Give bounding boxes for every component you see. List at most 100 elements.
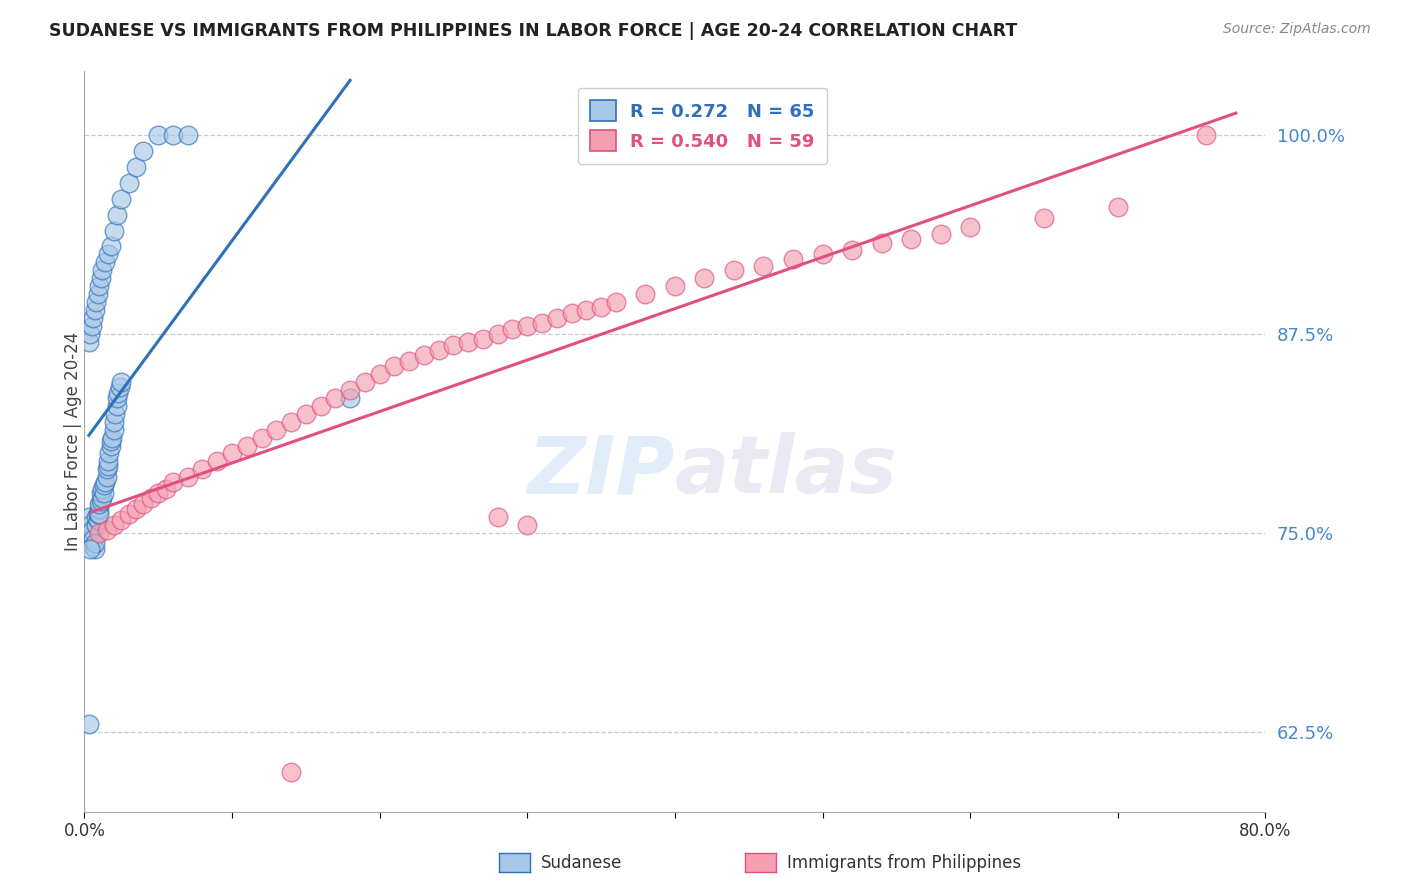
Point (93, 478, 115, 492)
Point (84, 510, 107, 524)
Point (1195, 128, 1218, 142)
Point (91, 491, 114, 505)
Point (664, 279, 686, 293)
Point (560, 306, 583, 320)
Point (132, 144, 155, 158)
Point (486, 510, 509, 524)
Point (87, 279, 111, 293)
Point (250, 431, 273, 445)
Point (605, 295, 627, 310)
Point (84, 295, 107, 310)
Point (84, 518, 107, 533)
Point (841, 243, 863, 257)
Point (139, 491, 162, 505)
Y-axis label: In Labor Force | Age 20-24: In Labor Force | Age 20-24 (65, 332, 82, 551)
Point (1107, 200, 1129, 214)
Point (90, 494, 112, 508)
Point (723, 263, 745, 277)
Point (103, 423, 125, 437)
Point (87, 507, 111, 521)
Text: atlas: atlas (675, 432, 897, 510)
Point (90, 271, 112, 285)
Point (100, 438, 122, 452)
Point (96, 470, 118, 484)
Point (752, 259, 775, 273)
Point (575, 303, 598, 318)
Point (486, 327, 509, 342)
Point (87, 498, 111, 512)
Point (125, 502, 148, 516)
Point (118, 176, 141, 190)
Point (105, 399, 128, 413)
Point (91, 263, 114, 277)
Point (221, 446, 243, 460)
Point (591, 300, 613, 314)
Point (110, 513, 132, 527)
Point (105, 391, 128, 405)
Point (98, 446, 121, 460)
Point (264, 423, 288, 437)
Point (959, 220, 981, 235)
Point (96, 523, 118, 537)
Point (79, 541, 101, 556)
Point (80, 319, 103, 334)
Point (79, 526, 101, 541)
Point (82, 533, 104, 547)
Point (86, 287, 108, 301)
Point (205, 454, 228, 468)
Point (354, 375, 377, 389)
Point (86, 507, 108, 521)
Point (413, 348, 436, 362)
Point (280, 764, 302, 779)
Point (107, 386, 129, 401)
Point (93, 486, 115, 500)
Point (101, 431, 124, 445)
Point (87, 526, 111, 541)
Point (77, 334, 100, 349)
Point (83, 303, 105, 318)
Point (110, 375, 132, 389)
Point (148, 486, 170, 500)
Point (280, 415, 302, 429)
Point (83, 535, 105, 549)
Point (110, 192, 132, 206)
Point (472, 332, 495, 346)
Point (83, 541, 105, 556)
Point (811, 247, 834, 261)
Point (108, 379, 131, 393)
Point (103, 518, 125, 533)
Point (309, 399, 332, 413)
Text: Sudanese: Sudanese (541, 854, 623, 871)
Point (546, 311, 568, 326)
Legend: R = 0.272   N = 65, R = 0.540   N = 59: R = 0.272 N = 65, R = 0.540 N = 59 (578, 87, 827, 164)
Point (79, 518, 101, 533)
Point (162, 128, 184, 142)
Text: Source: ZipAtlas.com: Source: ZipAtlas.com (1223, 22, 1371, 37)
Point (87, 502, 111, 516)
Point (148, 128, 170, 142)
Point (177, 470, 200, 484)
Point (105, 208, 128, 222)
Point (295, 407, 318, 421)
Point (80, 523, 103, 537)
Point (1032, 211, 1054, 225)
Point (94, 475, 117, 490)
Point (103, 223, 125, 237)
Point (80, 534, 103, 549)
Point (457, 334, 479, 349)
Point (97, 454, 120, 468)
Point (516, 518, 538, 533)
Point (103, 415, 125, 429)
Point (191, 462, 214, 476)
Point (82, 311, 104, 326)
Point (90, 486, 112, 500)
Point (634, 287, 657, 301)
Point (132, 498, 155, 512)
Text: Immigrants from Philippines: Immigrants from Philippines (787, 854, 1022, 871)
Point (339, 383, 361, 397)
Point (80, 529, 103, 543)
Point (501, 322, 523, 336)
Point (323, 391, 347, 405)
Point (782, 252, 804, 267)
Point (441, 338, 464, 352)
